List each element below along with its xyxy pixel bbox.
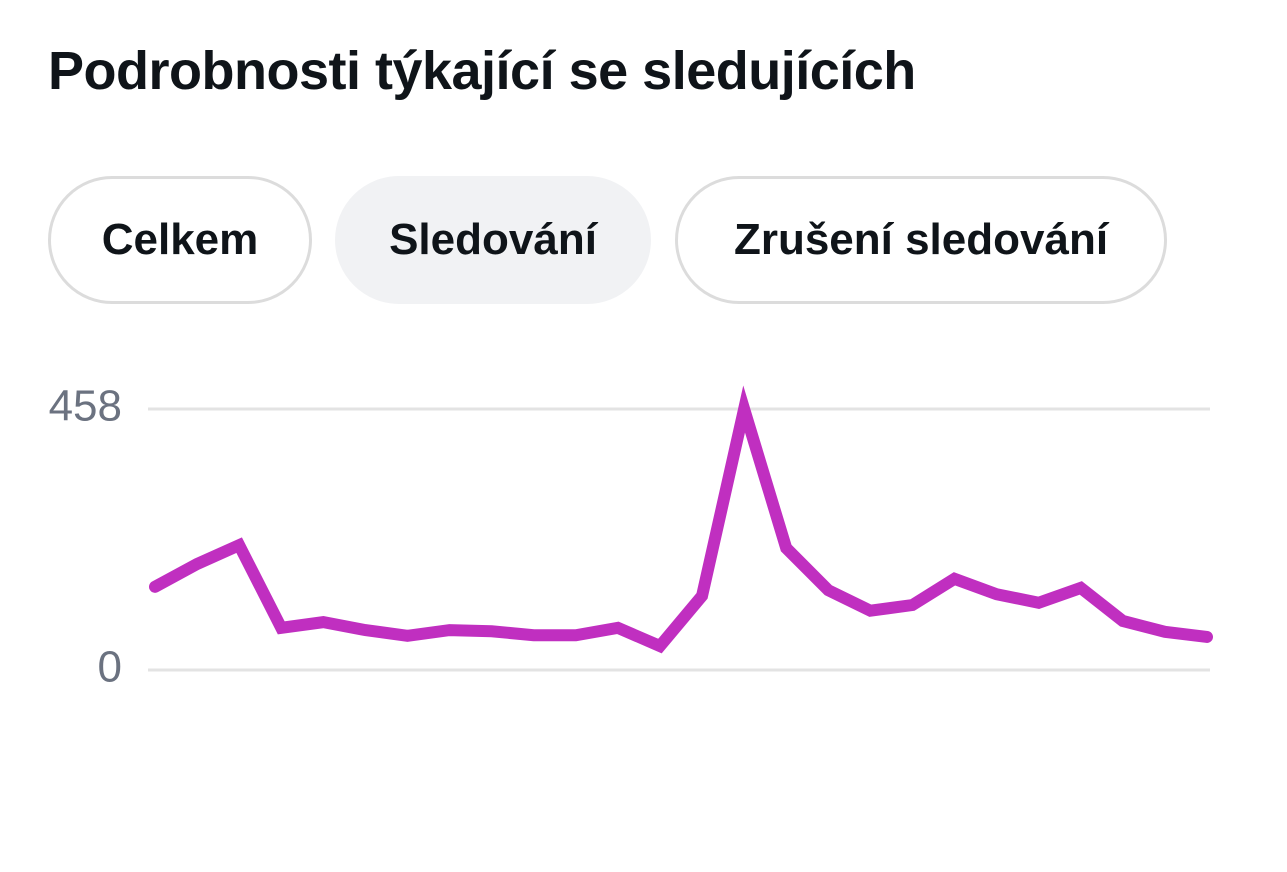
y-tick-label: 0 — [98, 643, 122, 692]
y-tick-label: 458 — [49, 382, 122, 431]
tab[interactable]: Celkem — [48, 176, 312, 304]
tab[interactable]: Zrušení sledování — [675, 176, 1167, 304]
data-line — [149, 385, 1213, 654]
tab[interactable]: Sledování — [335, 176, 651, 304]
page-title: Podrobnosti týkající se sledujících — [48, 41, 916, 101]
